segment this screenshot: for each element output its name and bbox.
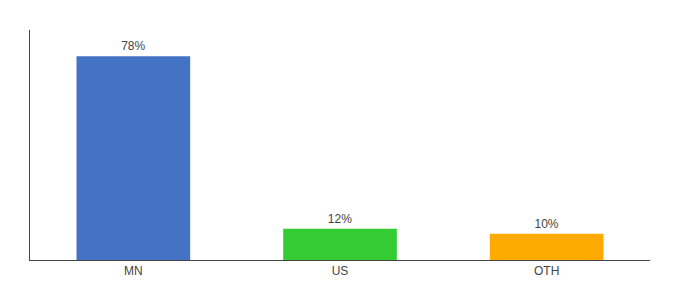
svg-text:MN: MN [124,264,143,278]
svg-text:US: US [332,264,349,278]
svg-text:10%: 10% [534,217,558,231]
svg-text:12%: 12% [328,212,352,226]
svg-text:OTH: OTH [534,264,559,278]
svg-text:78%: 78% [121,39,145,53]
